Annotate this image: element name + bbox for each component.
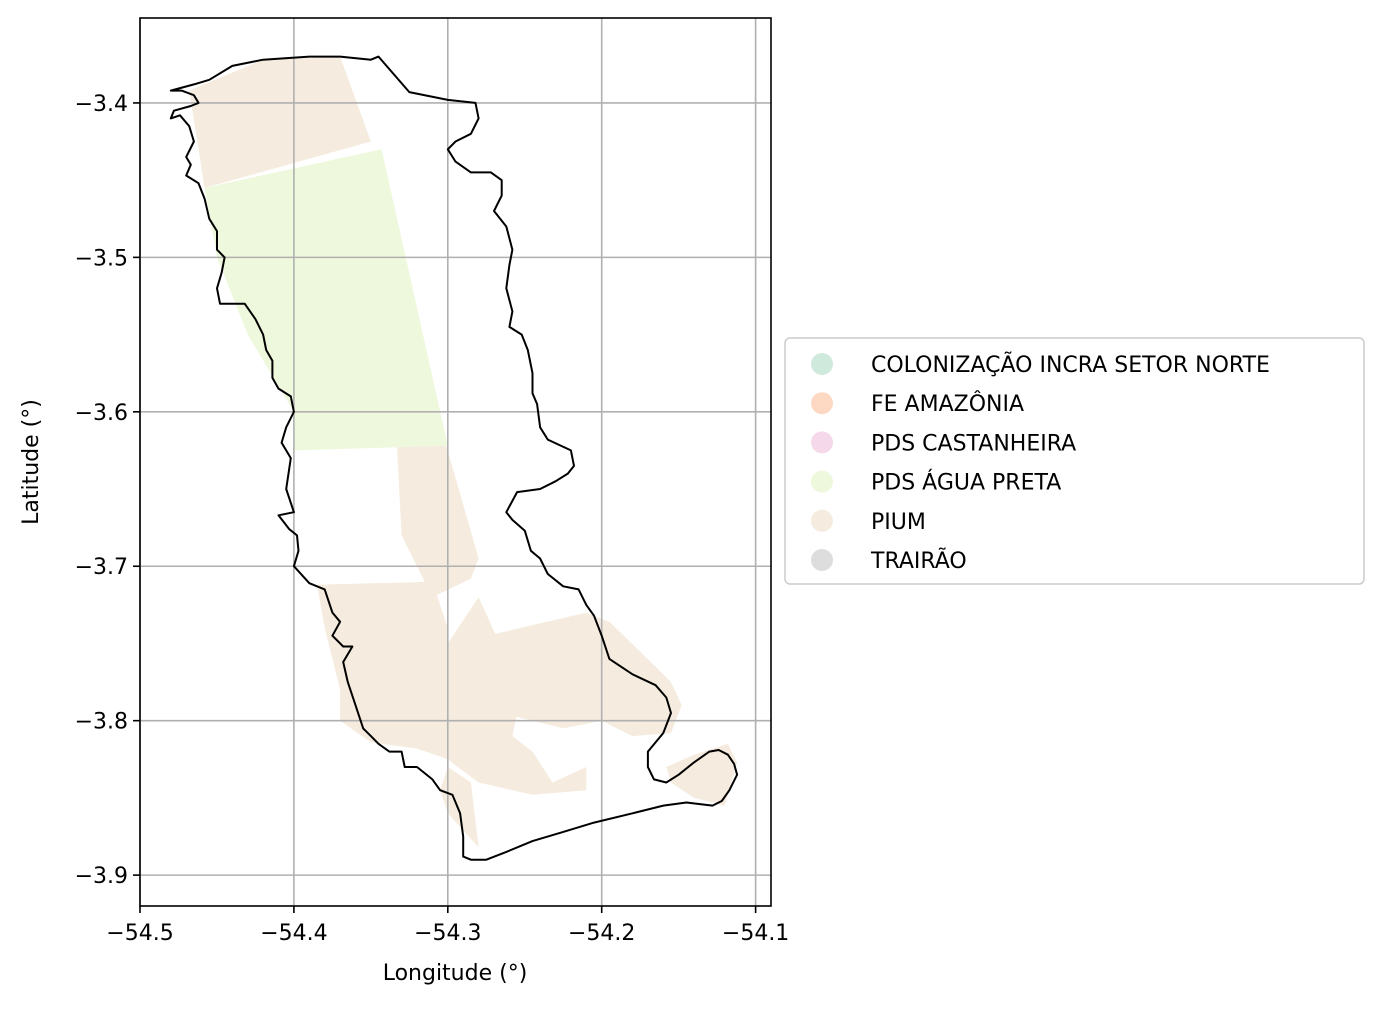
legend-label-4: PIUM (871, 510, 926, 535)
legend-marker-1 (811, 392, 833, 415)
y-axis-title: Latitude (°) (19, 399, 44, 525)
boundary-outline (169, 55, 739, 861)
region-pds-gua-preta-1 (204, 149, 448, 451)
legend-marker-3 (811, 470, 833, 493)
legend-label-1: FE AMAZÔNIA (871, 391, 1024, 417)
legend-marker-2 (811, 431, 833, 454)
legend: COLONIZAÇÃO INCRA SETOR NORTE FE AMAZÔNIA… (784, 337, 1365, 585)
axes-frame (139, 17, 772, 907)
y-tick-label-4: −3.8 (75, 710, 128, 735)
x-tick-label-4: −54.1 (722, 921, 789, 946)
region-pium-0 (189, 56, 371, 188)
region-pium-3 (317, 581, 587, 795)
region-pium-6 (666, 743, 738, 806)
y-tick-label-5: −3.9 (75, 864, 128, 889)
legend-marker-4 (811, 509, 833, 532)
y-tick-label-1: −3.5 (75, 246, 128, 271)
regions-layer (189, 56, 738, 848)
legend-items: COLONIZAÇÃO INCRA SETOR NORTE FE AMAZÔNIA… (811, 351, 1270, 574)
x-tick-label-2: −54.3 (414, 921, 481, 946)
legend-label-0: COLONIZAÇÃO INCRA SETOR NORTE (871, 351, 1270, 378)
legend-label-3: PDS ÁGUA PRETA (871, 470, 1061, 496)
region-pium-4 (494, 612, 682, 737)
x-tick-label-3: −54.2 (568, 921, 635, 946)
x-tick-label-1: −54.4 (260, 921, 327, 946)
y-tick-label-0: −3.4 (75, 92, 128, 117)
y-tick-label-3: −3.7 (75, 555, 128, 580)
region-pium-2 (397, 445, 479, 598)
region-pium-5 (440, 767, 479, 848)
y-tick-label-2: −3.6 (75, 401, 128, 426)
ticks-layer: −54.5 −54.4 −54.3 −54.2 −54.1 −3.4 −3.5 −3.6 −3.… (75, 92, 790, 946)
boundary-layer (169, 55, 739, 861)
legend-label-5: TRAIRÃO (870, 547, 967, 574)
legend-label-2: PDS CASTANHEIRA (871, 431, 1076, 456)
legend-marker-0 (811, 353, 833, 375)
x-tick-label-0: −54.5 (106, 921, 173, 946)
legend-box (784, 337, 1365, 585)
x-axis-title: Longitude (°) (383, 961, 528, 986)
legend-marker-5 (811, 549, 833, 571)
